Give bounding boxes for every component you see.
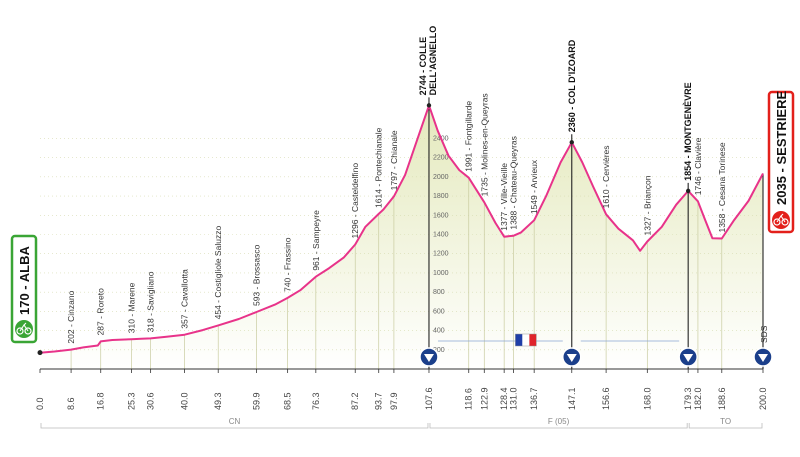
x-tick-label: 147.1 xyxy=(567,387,577,410)
town-label: 593 - Brossasco xyxy=(252,244,262,306)
x-tick-label: 128.4 xyxy=(499,387,509,410)
town-label: 1358 - Cesana Torinese xyxy=(717,142,727,232)
town-label: 961 - Sampeyre xyxy=(311,210,321,271)
y-tick-label: 800 xyxy=(433,289,445,296)
town-label: 1991 - Fontgillarde xyxy=(464,101,474,172)
kom-marker-icon xyxy=(419,347,439,367)
finish-marker-text: SDS xyxy=(759,325,769,343)
kom-marker-icon xyxy=(678,347,698,367)
climb-label-line2: DELL'AGNELLO xyxy=(428,26,438,96)
start-dot xyxy=(37,350,43,356)
profile-area xyxy=(40,105,763,370)
x-tick-label: 107.6 xyxy=(424,387,434,410)
start-label: 170 - ALBA xyxy=(17,246,32,315)
y-tick-label: 1600 xyxy=(433,212,449,219)
finish-label: 2035 - SESTRIERE xyxy=(774,91,789,205)
region-label: CN xyxy=(229,417,241,426)
town-label: 454 - Costigliole Saluzzo xyxy=(213,226,223,320)
y-tick-label: 2200 xyxy=(433,155,449,162)
summit-dot xyxy=(685,188,691,194)
x-tick-label: 8.6 xyxy=(66,397,76,410)
y-tick-label: 2000 xyxy=(433,174,449,181)
region-bracket xyxy=(688,423,763,429)
finish-badge: 2035 - SESTRIERE xyxy=(767,91,795,234)
x-tick-label: 168.0 xyxy=(642,387,652,410)
town-label: 1610 - Cervières xyxy=(601,145,611,208)
france-flag-icon xyxy=(515,333,537,347)
climb-label: 1854 - MONTGENÈVRE xyxy=(683,82,693,181)
x-tick-label: 87.2 xyxy=(350,392,360,410)
y-tick-label: 200 xyxy=(433,347,445,354)
region-label: TO xyxy=(720,417,731,426)
town-label: 1377 - Ville-Vieille xyxy=(499,163,509,231)
town-label: 740 - Frassino xyxy=(283,237,293,292)
town-label: 1735 - Molines-en-Queyras xyxy=(479,93,489,196)
x-tick-label: 49.3 xyxy=(213,392,223,410)
x-tick-label: 182.0 xyxy=(693,387,703,410)
town-label: 1327 - Briançon xyxy=(642,175,652,235)
x-tick-label: 97.9 xyxy=(389,392,399,410)
x-tick-label: 25.3 xyxy=(126,392,136,410)
y-tick-label: 1400 xyxy=(433,232,449,239)
town-label: 1746 - Clavière xyxy=(693,137,703,195)
x-tick-label: 200.0 xyxy=(758,387,768,410)
x-tick-label: 30.6 xyxy=(146,392,156,410)
region-bracket xyxy=(40,423,429,429)
kom-marker-icon xyxy=(753,347,773,367)
x-tick-label: 93.7 xyxy=(374,392,384,410)
x-tick-label: 59.9 xyxy=(252,392,262,410)
y-tick-label: 1000 xyxy=(433,270,449,277)
y-tick-label: 400 xyxy=(433,328,445,335)
climb-label: 2360 - COL D'IZOARD xyxy=(567,39,577,132)
y-tick-label: 1800 xyxy=(433,193,449,200)
x-tick-label: 131.0 xyxy=(509,387,519,410)
summit-dot xyxy=(426,103,432,108)
x-tick-label: 188.6 xyxy=(717,387,727,410)
y-tick-label: 1200 xyxy=(433,251,449,258)
climb-label: 2744 - COLLE xyxy=(418,37,428,96)
y-tick-label: 600 xyxy=(433,308,445,315)
kom-marker-icon xyxy=(562,347,582,367)
x-tick-label: 16.8 xyxy=(96,392,106,410)
town-label: 1296 - Casteldelfino xyxy=(350,163,360,239)
x-tick-label: 122.9 xyxy=(479,387,489,410)
start-badge: 170 - ALBA xyxy=(10,234,38,344)
x-tick-label: 40.0 xyxy=(180,392,190,410)
summit-dot xyxy=(569,140,574,145)
x-tick-label: 136.7 xyxy=(529,387,539,410)
town-label: 1797 - Chianale xyxy=(389,130,399,190)
town-label: 310 - Marene xyxy=(126,282,136,333)
region-label: F (05) xyxy=(548,417,570,426)
town-label: 357 - Cavallotta xyxy=(180,269,190,329)
town-label: 1388 - Chateau-Queyras xyxy=(509,136,519,230)
x-tick-label: 156.6 xyxy=(601,387,611,410)
region-bracket xyxy=(429,423,688,429)
x-tick-label: 118.6 xyxy=(464,388,474,410)
profile-line xyxy=(39,104,764,354)
x-tick-label: 179.3 xyxy=(683,387,693,410)
town-label: 318 - Savigliano xyxy=(146,271,156,332)
x-tick-label: 0.0 xyxy=(35,397,45,410)
town-label: 1549 - Arvieux xyxy=(529,159,539,214)
x-tick-label: 68.5 xyxy=(283,392,293,410)
town-label: 202 - Cinzano xyxy=(66,290,76,343)
x-tick-label: 76.3 xyxy=(311,392,321,410)
town-label: 287 - Roreto xyxy=(96,288,106,336)
town-label: 1614 - Pontechianale xyxy=(374,127,384,208)
